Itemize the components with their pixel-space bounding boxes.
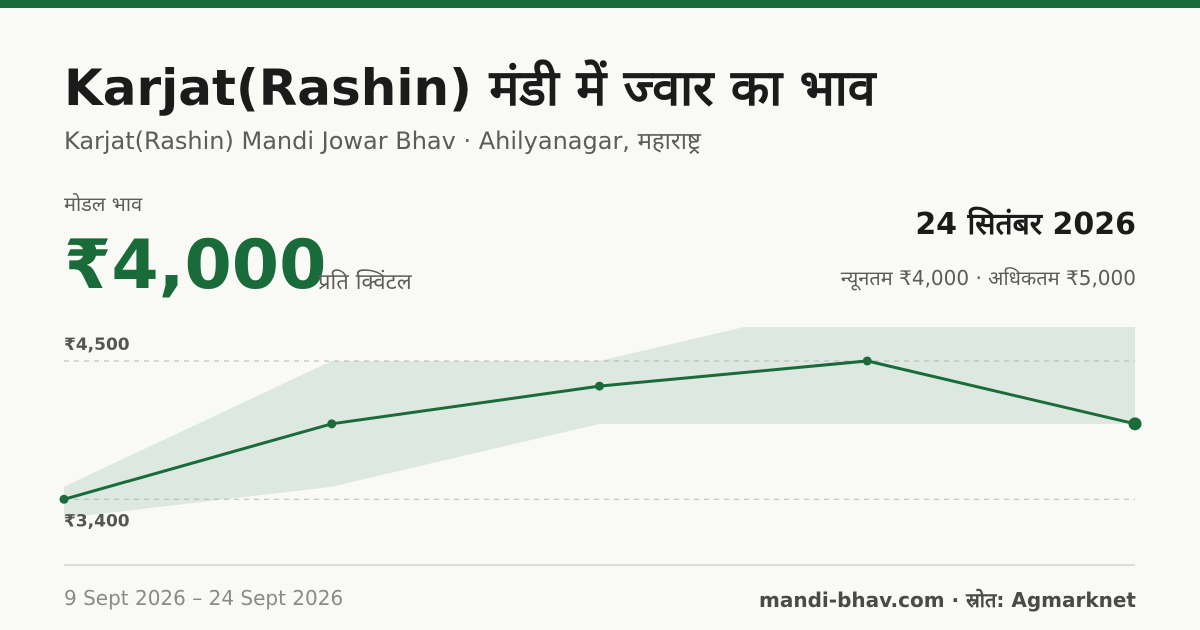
price-label: मोडल भाव: [64, 192, 143, 216]
range-band: [64, 327, 1135, 519]
data-point: [327, 419, 337, 429]
latest-date: 24 सितंबर 2026: [915, 207, 1136, 242]
price-unit: प्रति क्विंटल: [318, 270, 412, 295]
price-value: ₹4,000: [64, 226, 327, 305]
data-point: [1128, 417, 1142, 431]
data-point: [59, 494, 69, 504]
period: 9 Sept 2026 – 24 Sept 2026: [64, 586, 344, 610]
y-tick-label: ₹4,500: [64, 335, 130, 355]
source: mandi-bhav.com · स्रोत: Agmarknet: [759, 588, 1136, 612]
data-point: [595, 381, 604, 391]
data-point: [862, 356, 872, 366]
y-tick-label: ₹3,400: [64, 511, 130, 531]
latest-range: न्यूनतम ₹4,000 · अधिकतम ₹5,000: [840, 266, 1136, 290]
subtitle: Karjat(Rashin) Mandi Jowar Bhav · Ahilya…: [64, 127, 701, 155]
top-bar: [0, 0, 1200, 8]
title: Karjat(Rashin) मंडी में ज्वार का भाव: [64, 59, 876, 117]
